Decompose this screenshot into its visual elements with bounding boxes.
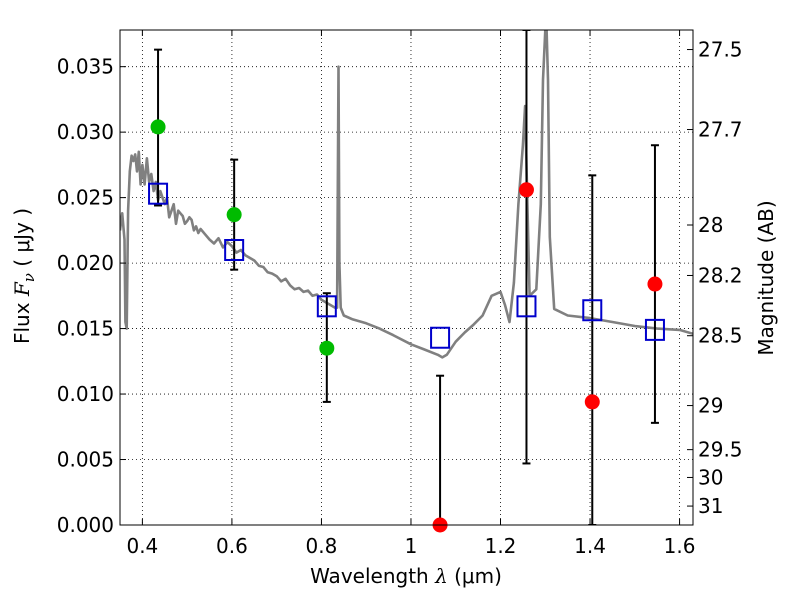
model-point-square: [644, 318, 665, 341]
model-point-square: [148, 182, 169, 205]
model-spectrum-line: [120, 30, 693, 359]
y2-tick-label: 27.5: [698, 38, 743, 62]
model-point-square: [224, 239, 245, 261]
y2-tick-label: 28.2: [698, 263, 743, 287]
x-axis-label: Wavelength λ (μm): [310, 564, 502, 588]
x-tick-label: 1.6: [664, 534, 696, 558]
y2-tick-label: 27.7: [698, 118, 743, 142]
y-tick-label: 0.000: [57, 513, 114, 537]
model-point-square: [516, 295, 537, 318]
nondetection-point: [518, 182, 534, 198]
detection-point: [150, 119, 166, 135]
model-point-square: [316, 295, 337, 318]
model-point-square: [430, 326, 451, 349]
x-tick-label: 1: [405, 534, 418, 558]
model-point-square: [582, 299, 603, 322]
y2-tick-label: 28.5: [698, 324, 743, 348]
y-axis-label: Flux Fν ( μJy ): [10, 208, 38, 344]
plot-frame: [119, 29, 694, 526]
grid: [120, 30, 693, 526]
x-tick-label: 1.4: [574, 534, 606, 558]
detection-point: [226, 207, 242, 223]
nondetection-point: [647, 276, 663, 292]
x-tick-label: 0.4: [126, 534, 158, 558]
y-tick-label: 0.030: [57, 120, 114, 144]
y-tick-label: 0.025: [57, 186, 114, 210]
y-tick-label: 0.010: [57, 382, 114, 406]
x-tick-label: 0.6: [216, 534, 248, 558]
y-tick-label: 0.035: [57, 55, 114, 79]
model-spectrum-layer: [120, 30, 693, 359]
y-tick-label: 0.015: [57, 317, 114, 341]
axis-ticks: [120, 30, 693, 526]
x-tick-label: 0.8: [306, 534, 338, 558]
y2-tick-label: 28: [698, 213, 723, 237]
y2-axis-label: Magnitude (AB): [754, 200, 778, 355]
y2-tick-label: 31: [698, 494, 723, 518]
marker-layer: [148, 119, 665, 533]
y-tick-label: 0.020: [57, 251, 114, 275]
nondetection-point: [584, 394, 600, 410]
y2-tick-label: 29.5: [698, 438, 743, 462]
x-tick-label: 1.2: [485, 534, 517, 558]
y-tick-label: 0.005: [57, 448, 114, 472]
y2-tick-label: 30: [698, 465, 723, 489]
axis-tick-labels: 0.4 0.6 0.8 1 1.2 1.4 1.6 0.000 0.005 0.010 0.015 0…: [57, 38, 743, 558]
y2-tick-label: 29: [698, 394, 723, 418]
detection-point: [319, 340, 335, 356]
